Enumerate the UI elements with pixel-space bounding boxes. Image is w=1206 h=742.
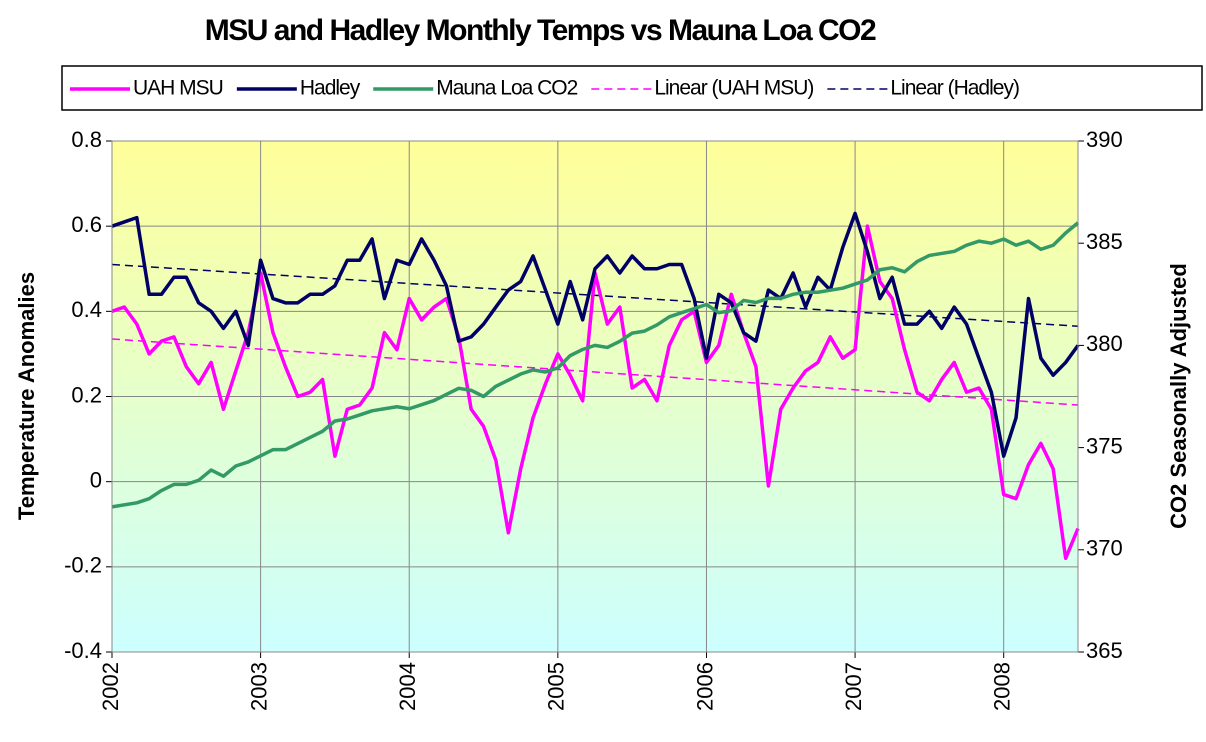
- y-axis-label: Temperature Anomalies: [14, 272, 39, 520]
- x-tick-label: 2005: [544, 662, 569, 711]
- plot-border: [111, 140, 1079, 653]
- x-tick-label: 2002: [98, 662, 123, 711]
- axes: -0.4 -0.2 0 0.2 0.4 0.6 0.8 365 370 375 380 385 390 2…: [64, 127, 1123, 711]
- legend-label: Mauna Loa CO2: [436, 77, 577, 100]
- x-tick-label: 2006: [692, 662, 717, 711]
- x-tick-label: 2008: [990, 662, 1015, 711]
- y-tick-label: 0.4: [71, 297, 102, 322]
- legend-label: Hadley: [300, 77, 361, 100]
- x-tick-label: 2004: [395, 662, 420, 711]
- series-line: [111, 211, 1080, 458]
- trend-line: [111, 263, 1079, 327]
- legend-label: Linear (UAH MSU): [654, 77, 813, 100]
- lines: [111, 211, 1080, 561]
- y2-tick-label: 365: [1086, 638, 1123, 663]
- legend-box: [61, 65, 1203, 111]
- y-tick-label: 0.2: [71, 382, 102, 407]
- y-tick-label: -0.4: [64, 638, 102, 663]
- y-tick-label: 0.6: [71, 212, 102, 237]
- chart-title: MSU and Hadley Monthly Temps vs Mauna Lo…: [205, 14, 876, 47]
- series-line: [111, 221, 1080, 509]
- y2-tick-label: 370: [1086, 536, 1123, 561]
- x-tick-label: 2003: [246, 662, 271, 711]
- y2-axis-label: CO2 Seasonally Adjusted: [1166, 263, 1191, 529]
- y-tick-label: -0.2: [64, 553, 102, 578]
- y2-tick-label: 375: [1086, 433, 1123, 458]
- y-tick-label: 0: [90, 467, 102, 492]
- y2-tick-label: 380: [1086, 331, 1123, 356]
- x-tick-label: 2007: [841, 662, 866, 711]
- y2-tick-label: 385: [1086, 229, 1123, 254]
- legend-label: Linear (Hadley): [890, 77, 1019, 100]
- y2-tick-label: 390: [1086, 127, 1123, 152]
- legend-label: UAH MSU: [133, 77, 223, 100]
- y-tick-label: 0.8: [71, 127, 102, 152]
- legend: UAH MSU Hadley Mauna Loa CO2 Linear (UAH MS…: [70, 77, 1020, 100]
